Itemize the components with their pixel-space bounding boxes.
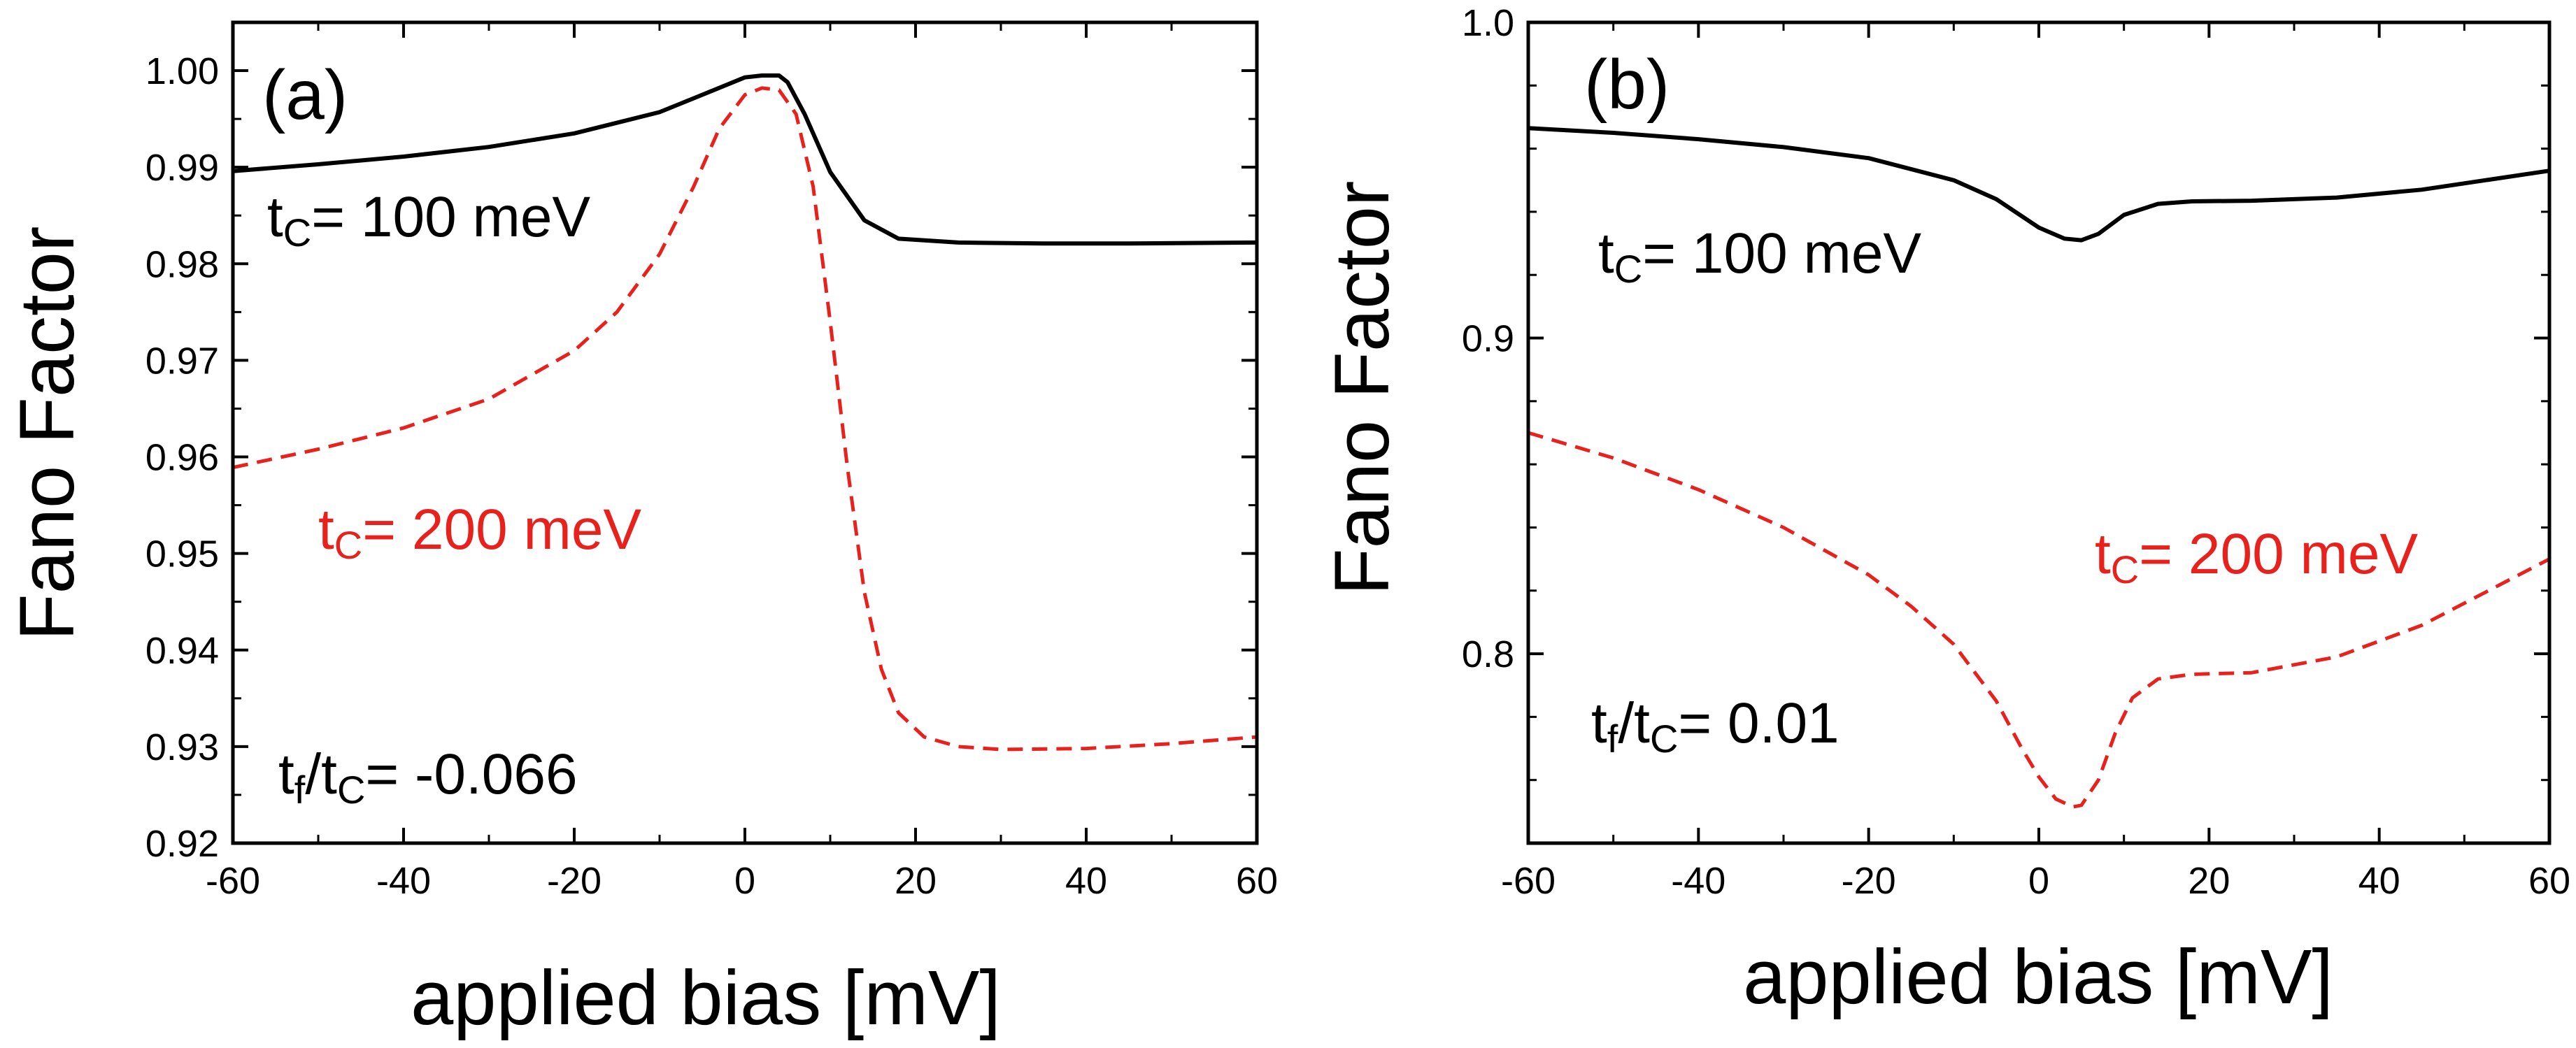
- panel-a-series-tc100-line: [232, 73, 1258, 246]
- panel-a-y-tick-label: 0.94: [145, 630, 219, 672]
- panel-b-x-tick-labels: -60 -40 -20 0 20 40 60: [1501, 860, 2570, 902]
- panel-a-x-tick-labels: -60 -40 -20 0 20 40 60: [206, 860, 1278, 902]
- panel-b-plot-frame: [1526, 20, 2552, 845]
- panel-a-y-tick-label: 1.00: [145, 50, 219, 92]
- panel-a-y-tick-label: 0.92: [145, 823, 219, 865]
- panel-b-series-tc200-line: [1528, 431, 2551, 809]
- panel-a-x-tick-label: -40: [376, 860, 431, 902]
- panel-b-x-tick-label: -20: [1842, 860, 1896, 902]
- panel-a-y-tick-label: 0.97: [145, 340, 219, 382]
- panel-b: -60 -40 -20 0 20 40 60 0.8 0.9 1.0 (b) tC= 100 m…: [1319, 2, 2570, 1020]
- panel-a-x-tick-label: 20: [895, 860, 937, 902]
- panel-b-y-tick-label: 0.8: [1462, 633, 1514, 675]
- panel-a-x-axis-title: applied bias [mV]: [411, 955, 1001, 1041]
- panel-a-series-tc200-line: [232, 86, 1258, 752]
- panel-b-annotation-ratio: tf/tC= 0.01: [1591, 691, 1840, 761]
- panel-a-y-tick-label: 0.98: [145, 243, 219, 285]
- panel-a-y-tick-label: 0.95: [145, 533, 219, 575]
- panel-b-label: (b): [1584, 45, 1670, 124]
- panel-b-y-tick-label: 1.0: [1462, 2, 1514, 44]
- panel-b-series: [1528, 126, 2551, 809]
- panel-b-annotation-tc200: tC= 200 meV: [2095, 522, 2418, 591]
- panel-b-x-tick-label: 60: [2528, 860, 2570, 902]
- panel-a-plot-frame: [231, 20, 1259, 845]
- panel-a-annotation-tc100: tC= 100 meV: [267, 185, 590, 254]
- panel-a-y-tick-labels: 0.92 0.93 0.94 0.95 0.96 0.97 0.98 0.99 1.00: [145, 50, 219, 865]
- panel-a-x-tick-label: 0: [734, 860, 755, 902]
- panel-b-y-tick-labels: 0.8 0.9 1.0: [1462, 2, 1514, 675]
- panel-a-y-tick-label: 0.96: [145, 437, 219, 479]
- panel-a-series: [232, 73, 1258, 752]
- panel-b-series-tc100-line: [1528, 126, 2550, 243]
- panel-a: -60 -40 -20 0 20 40 60 0.920.930.940.950.960.9…: [4, 20, 1278, 1041]
- panel-b-y-tick-label: 0.9: [1462, 318, 1514, 360]
- panel-a-x-tick-label: 40: [1065, 860, 1107, 902]
- panel-b-annotation-tc100: tC= 100 meV: [1598, 222, 1921, 291]
- panel-b-x-axis-title: applied bias [mV]: [1743, 934, 2333, 1020]
- panel-b-x-tick-label: 40: [2358, 860, 2400, 902]
- panel-b-x-tick-label: -40: [1671, 860, 1725, 902]
- panel-b-x-tick-label: 0: [2028, 860, 2049, 902]
- panel-a-x-tick-label: -20: [547, 860, 602, 902]
- panel-a-x-tick-label: -60: [206, 860, 260, 902]
- panel-a-annotation-ratio: tf/tC= -0.066: [278, 742, 578, 812]
- panel-b-x-tick-label: 20: [2188, 860, 2230, 902]
- panel-a-y-axis-title: Fano Factor: [4, 226, 90, 640]
- panel-a-y-tick-label: 0.99: [145, 147, 219, 189]
- panel-a-label: (a): [262, 56, 348, 134]
- panel-a-y-tick-label: 0.93: [145, 726, 219, 768]
- panel-a-annotation-tc200: tC= 200 meV: [318, 498, 641, 567]
- panel-b-y-axis-title: Fano Factor: [1319, 180, 1405, 595]
- panel-a-x-tick-label: 60: [1236, 860, 1278, 902]
- panel-b-x-tick-label: -60: [1501, 860, 1556, 902]
